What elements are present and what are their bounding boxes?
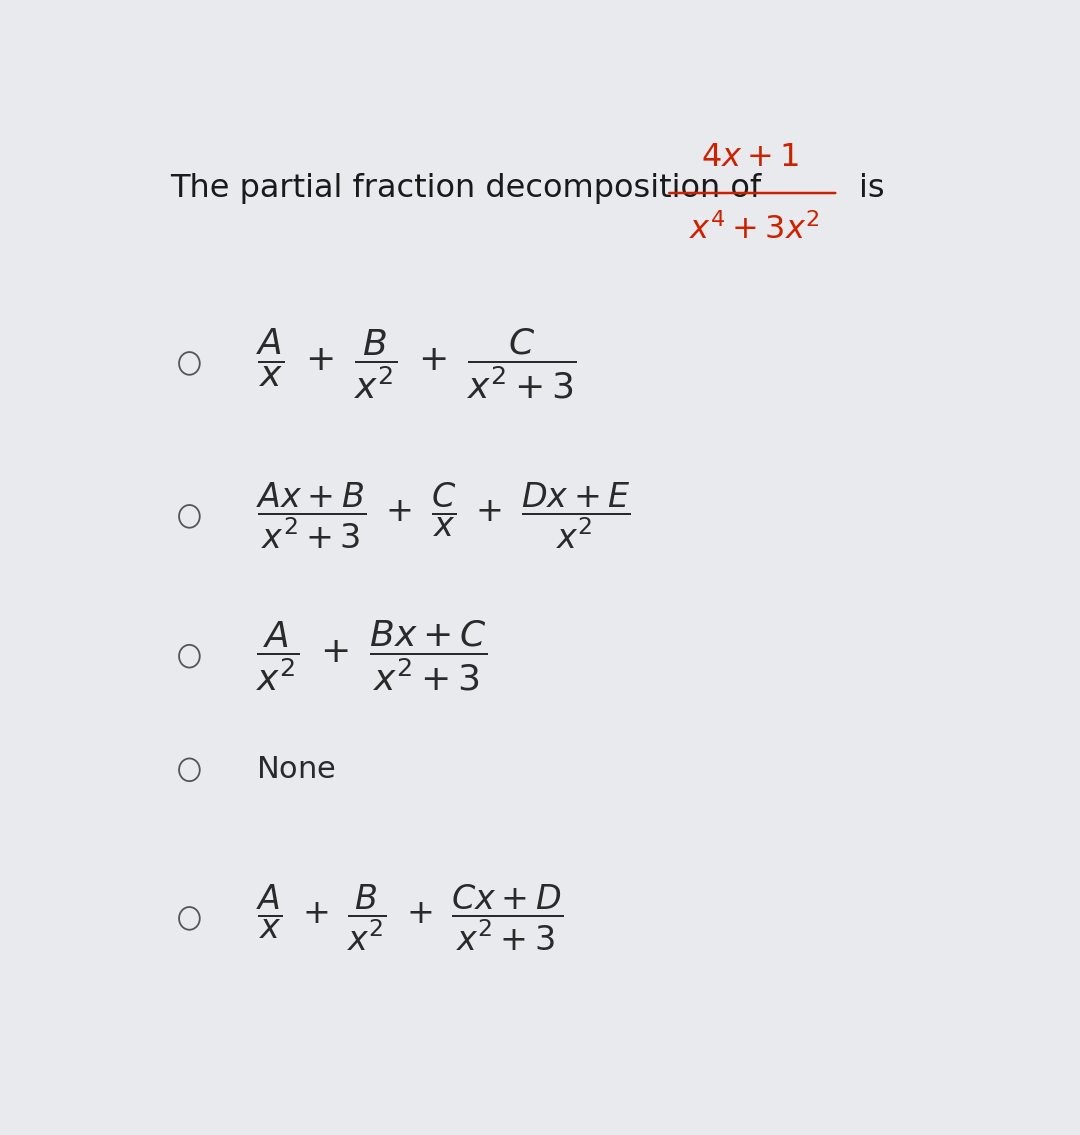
- Text: $x^4+3x^2$: $x^4+3x^2$: [689, 213, 820, 246]
- Text: $\dfrac{A}{x}\ +\ \dfrac{B}{x^2}\ +\ \dfrac{C}{x^2+3}$: $\dfrac{A}{x}\ +\ \dfrac{B}{x^2}\ +\ \df…: [256, 326, 577, 401]
- Text: $\mathrm{None}$: $\mathrm{None}$: [256, 755, 336, 785]
- Text: $\dfrac{Ax+B}{x^2+3}\ +\ \dfrac{C}{x}\ +\ \dfrac{Dx+E}{x^2}$: $\dfrac{Ax+B}{x^2+3}\ +\ \dfrac{C}{x}\ +…: [256, 481, 631, 552]
- Text: The partial fraction decomposition of: The partial fraction decomposition of: [171, 174, 761, 204]
- Text: $\dfrac{A}{x}\ +\ \dfrac{B}{x^2}\ +\ \dfrac{Cx+D}{x^2+3}$: $\dfrac{A}{x}\ +\ \dfrac{B}{x^2}\ +\ \df…: [256, 883, 564, 953]
- Text: is: is: [859, 174, 885, 204]
- Text: $\dfrac{A}{x^2}\ +\ \dfrac{Bx+C}{x^2+3}$: $\dfrac{A}{x^2}\ +\ \dfrac{Bx+C}{x^2+3}$: [256, 619, 487, 693]
- Text: $4x+1$: $4x+1$: [701, 142, 799, 173]
